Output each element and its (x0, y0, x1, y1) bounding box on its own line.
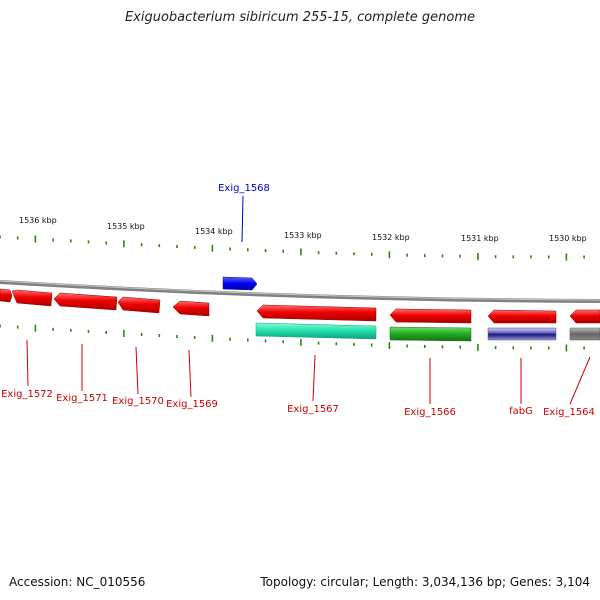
gene-label-exig-1566[interactable]: Exig_1566 (404, 407, 456, 418)
tick-label-1532: 1532 kbp (372, 233, 410, 242)
leader-line-exig-1567 (312, 354, 316, 402)
gene-arrow-exig-1571[interactable] (53, 292, 118, 311)
gene-label-exig-1564[interactable]: Exig_1564 (543, 407, 595, 418)
gene-arrow-left-edge[interactable] (0, 288, 13, 303)
feature-bar-fabg[interactable] (487, 327, 557, 341)
feature-bar-exig-1566[interactable] (389, 326, 472, 342)
tick-label-1530: 1530 kbp (549, 234, 587, 243)
gene-label-exig-1571[interactable]: Exig_1571 (56, 393, 108, 404)
gene-label-exig-1570[interactable]: Exig_1570 (112, 396, 164, 407)
tick-label-1536: 1536 kbp (19, 216, 57, 225)
footer-summary: Topology: circular; Length: 3,034,136 bp… (260, 575, 590, 589)
map-title: Exiguobacterium sibiricum 255-15, comple… (124, 10, 476, 25)
gene-arrow-fabg[interactable] (487, 309, 557, 324)
gene-label-exig-1568[interactable]: Exig_1568 (218, 183, 270, 194)
gene-label-fabg[interactable]: fabG (509, 406, 533, 417)
leader-line-exig-1572 (26, 339, 29, 387)
leader-line-exig-1569 (188, 349, 192, 398)
genome-backbone-highlight (0, 280, 600, 301)
gene-arrow-exig-1566[interactable] (389, 308, 472, 324)
leader-line-exig-1564 (569, 356, 591, 405)
gene-row-forward (0, 288, 600, 324)
gene-label-exig-1567[interactable]: Exig_1567 (287, 404, 339, 415)
gene-arrow-exig-1572[interactable] (11, 289, 53, 307)
tick-label-1535: 1535 kbp (107, 222, 145, 231)
gene-label-exig-1569[interactable]: Exig_1569 (166, 399, 218, 410)
leader-line-exig-1570 (135, 346, 139, 395)
gene-arrow-exig-1568[interactable] (222, 276, 258, 291)
feature-bar-exig-1567[interactable] (255, 322, 377, 340)
tick-label-1534: 1534 kbp (195, 227, 233, 236)
gene-arrow-exig-1569[interactable] (172, 300, 210, 317)
feature-bar-exig-1564[interactable] (569, 327, 600, 341)
genome-backbone (0, 280, 600, 303)
gene-arrow-exig-1567[interactable] (256, 304, 377, 322)
tick-label-1533: 1533 kbp (284, 231, 322, 240)
tick-row-top (0, 235, 585, 261)
tick-row-bottom (0, 324, 585, 352)
gene-arrow-exig-1570[interactable] (117, 296, 161, 314)
footer-accession: Accession: NC_010556 (9, 575, 146, 589)
gene-arrow-exig-1564[interactable] (569, 309, 600, 324)
leader-line-exig-1568 (241, 195, 244, 243)
tick-label-1531: 1531 kbp (461, 234, 499, 243)
gene-label-exig-1572[interactable]: Exig_1572 (1, 389, 53, 400)
